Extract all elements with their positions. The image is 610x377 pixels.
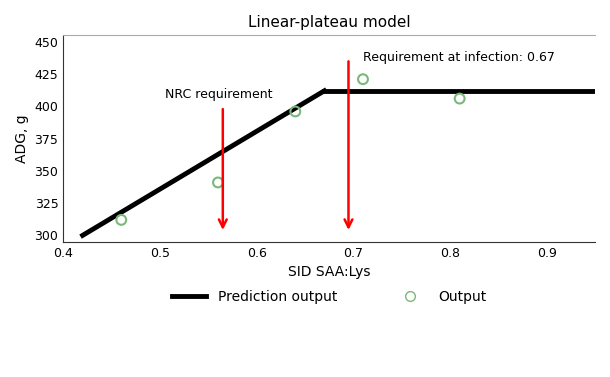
Point bbox=[117, 217, 126, 223]
Y-axis label: ADG, g: ADG, g bbox=[15, 114, 29, 163]
Text: NRC requirement: NRC requirement bbox=[165, 88, 272, 101]
Point bbox=[358, 76, 368, 82]
Text: Requirement at infection: 0.67: Requirement at infection: 0.67 bbox=[363, 51, 555, 64]
Point bbox=[213, 179, 223, 185]
X-axis label: SID SAA:Lys: SID SAA:Lys bbox=[288, 265, 370, 279]
Point bbox=[455, 95, 465, 101]
Legend: Prediction output, Output: Prediction output, Output bbox=[166, 284, 492, 309]
Point bbox=[290, 109, 300, 115]
Title: Linear-plateau model: Linear-plateau model bbox=[248, 15, 411, 30]
